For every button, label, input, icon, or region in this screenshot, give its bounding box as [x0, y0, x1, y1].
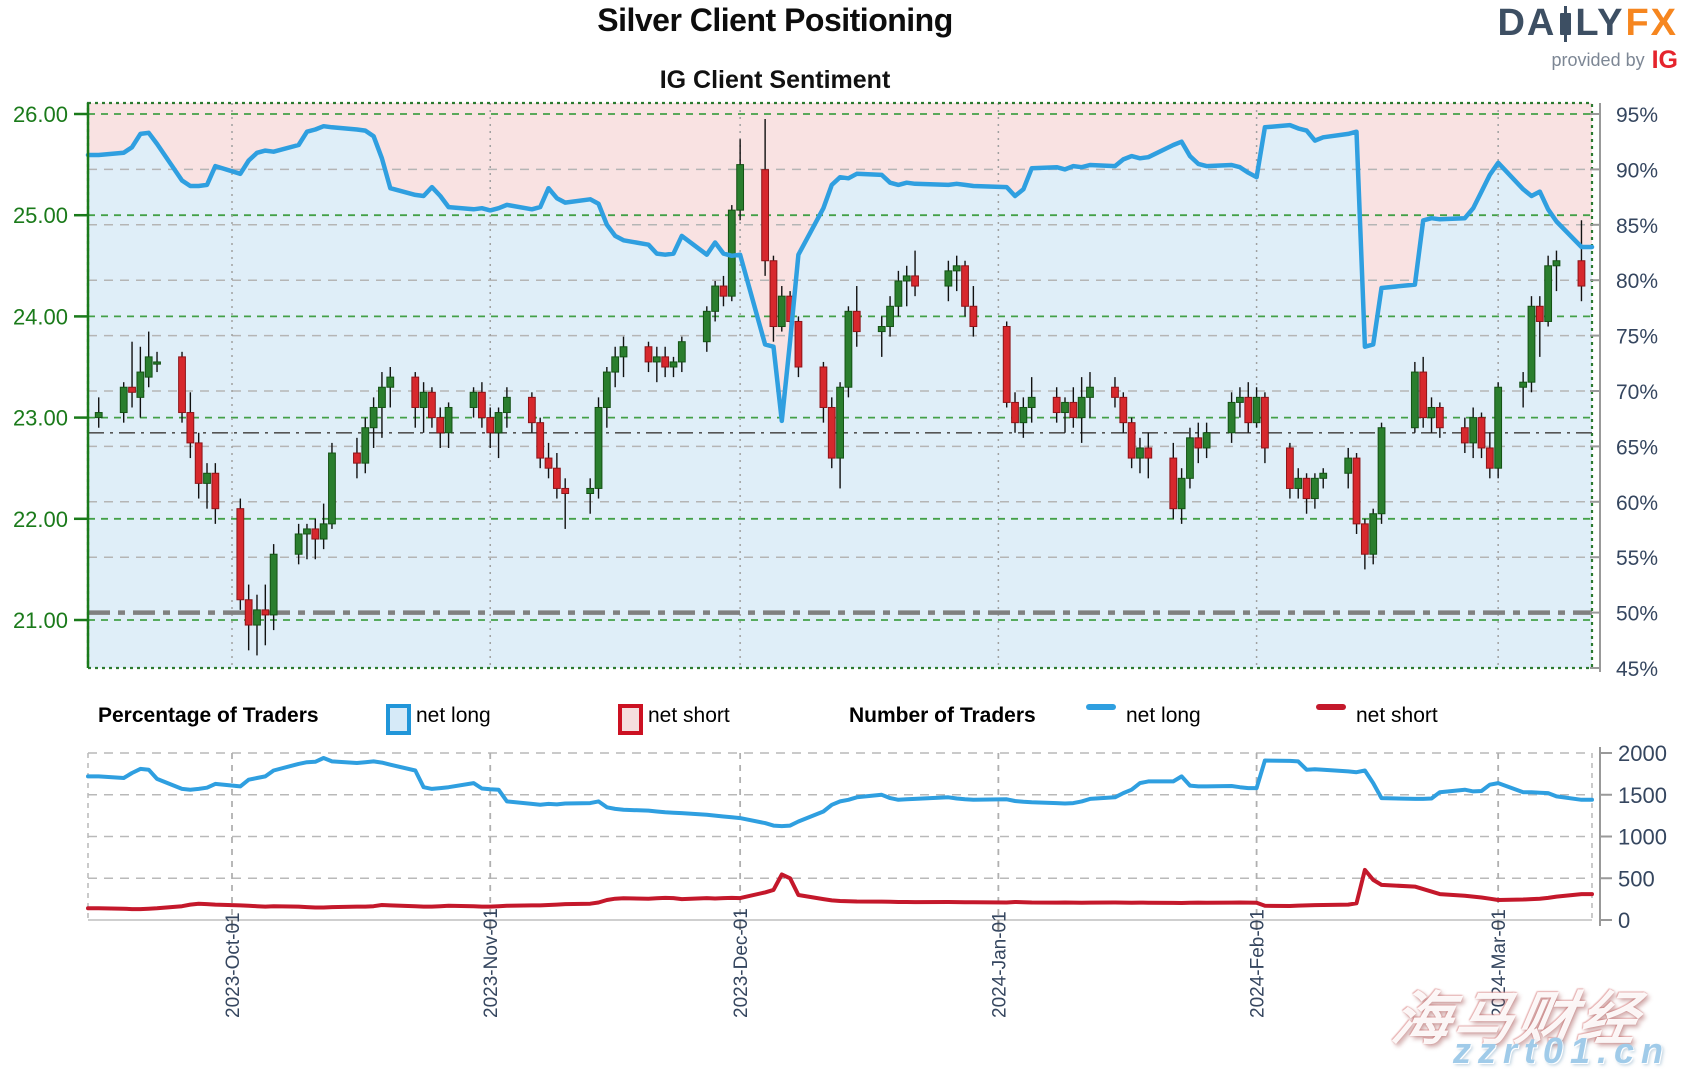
legend-num-net-short: net short	[1356, 704, 1438, 727]
pct-tick-label: 75%	[1616, 326, 1658, 349]
pct-tick-label: 65%	[1616, 436, 1658, 459]
dailyfx-wordmark: DA LY FX	[1378, 2, 1678, 45]
net-long-count-line	[86, 756, 1594, 829]
count-tick-label: 500	[1618, 866, 1655, 891]
provided-by-text: provided by	[1551, 50, 1645, 70]
net-long-line-icon	[1086, 704, 1116, 710]
count-tick-label: 2000	[1618, 741, 1667, 766]
legend-num-header: Number of Traders	[849, 704, 1036, 727]
x-axis-date-label: 2023-Dec-01	[731, 908, 752, 1018]
pct-tick-label: 70%	[1616, 381, 1658, 404]
legend-pct-header: Percentage of Traders	[98, 704, 319, 727]
chart-subtitle: IG Client Sentiment	[659, 66, 891, 94]
pct-net-long-line	[85, 122, 1595, 424]
net-long-square-icon	[386, 704, 411, 735]
logo-text-da: DA	[1497, 2, 1557, 44]
count-tick-label: 1000	[1618, 825, 1667, 850]
price-tick-label: 22.00	[13, 507, 68, 532]
count-tick-label: 1500	[1618, 783, 1667, 808]
pct-tick-label: 85%	[1616, 215, 1658, 238]
lower-axes: 2000 1500 1000 500 0 2023-Oct-01 2023-Nov-01 20…	[223, 741, 1667, 1018]
main-axes: 26.00 25.00 24.00 23.00 22.00 21.00 95% 90% 85% 8…	[13, 102, 1658, 681]
candlestick-icon	[1559, 5, 1572, 42]
price-tick-label: 23.00	[13, 406, 68, 431]
count-tick-label: 0	[1618, 908, 1630, 933]
price-tick-label: 26.00	[13, 102, 68, 127]
pct-tick-label: 50%	[1616, 603, 1658, 626]
candles	[94, 119, 1586, 656]
lower-panel	[87, 752, 1593, 930]
logo-text-fx: FX	[1625, 2, 1678, 44]
pct-tick-label: 55%	[1616, 547, 1658, 570]
watermark-url: zzrt01.cn	[1452, 1030, 1670, 1071]
dailyfx-logo: DA LY FX provided by IG	[1378, 2, 1678, 75]
legend-num-net-long: net long	[1126, 704, 1201, 727]
net-short-line-icon	[1316, 704, 1346, 710]
net-short-count-line	[86, 867, 1594, 912]
legend-pct-net-long: net long	[416, 704, 491, 727]
x-axis-date-label: 2023-Oct-01	[223, 912, 244, 1018]
pct-tick-label: 95%	[1616, 104, 1658, 127]
x-axis-date-label: 2024-Jan-01	[989, 911, 1010, 1018]
price-tick-label: 25.00	[13, 203, 68, 228]
chart-legend: Percentage of Traders net long net short…	[0, 698, 1688, 742]
pct-tick-label: 80%	[1616, 270, 1658, 293]
price-tick-label: 24.00	[13, 304, 68, 329]
net-short-square-icon	[618, 704, 643, 735]
price-tick-label: 21.00	[13, 608, 68, 633]
pct-tick-label: 45%	[1616, 658, 1658, 681]
ig-logo: IG	[1651, 46, 1678, 74]
x-axis-date-label: 2024-Mar-01	[1489, 909, 1510, 1018]
x-axis-date-label: 2023-Nov-01	[481, 908, 502, 1018]
page-title: Silver Client Positioning	[597, 2, 953, 38]
logo-text-ly: LY	[1575, 2, 1625, 44]
pct-tick-label: 60%	[1616, 492, 1658, 515]
pct-tick-label: 90%	[1616, 159, 1658, 182]
x-axis-date-label: 2024-Feb-01	[1248, 909, 1269, 1018]
legend-pct-net-short: net short	[648, 704, 730, 727]
provided-by-line: provided by IG	[1378, 46, 1678, 75]
